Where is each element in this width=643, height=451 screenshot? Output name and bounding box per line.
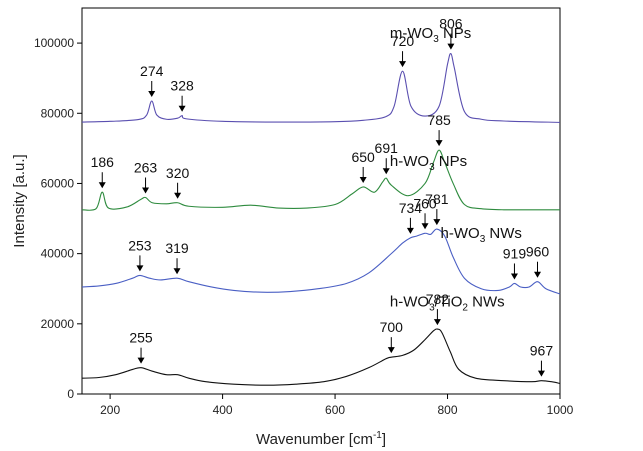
annotation-arrowhead bbox=[136, 265, 144, 272]
plot-frame bbox=[81, 7, 561, 395]
annotation-arrowhead bbox=[137, 357, 145, 364]
x-tick-label: 200 bbox=[100, 403, 120, 417]
annotation-arrowhead bbox=[534, 271, 542, 278]
peak-label: 186 bbox=[91, 154, 115, 170]
annotation-arrowhead bbox=[174, 192, 182, 199]
series-0: m-WO3 NPs 274 328 720 806 bbox=[81, 16, 561, 123]
peak-label: 785 bbox=[427, 112, 451, 128]
peak-label: 760 bbox=[413, 195, 437, 211]
peak-label: 806 bbox=[439, 16, 463, 32]
y-tick-label: 100000 bbox=[34, 36, 74, 50]
peak-label: 319 bbox=[165, 240, 189, 256]
peak-label: 967 bbox=[530, 343, 554, 359]
annotation-arrowhead bbox=[142, 187, 150, 194]
y-tick-label: 0 bbox=[67, 387, 74, 401]
peak-label: 960 bbox=[526, 244, 550, 260]
peak-label: 691 bbox=[375, 140, 399, 156]
y-axis-title: Intensity [a.u.] bbox=[11, 154, 28, 247]
y-tick-label: 80000 bbox=[41, 106, 75, 120]
series-line bbox=[81, 328, 561, 386]
peak-label: 919 bbox=[503, 245, 527, 261]
series-3: h-WO3/TiO2 NWs 255 700 782 967 bbox=[81, 291, 561, 386]
annotation-arrowhead bbox=[359, 176, 367, 183]
x-tick-label: 800 bbox=[438, 403, 458, 417]
y-tick-label: 60000 bbox=[41, 176, 75, 190]
series-line bbox=[81, 52, 561, 123]
annotation-arrowhead bbox=[399, 61, 407, 68]
annotation-arrowhead bbox=[406, 227, 414, 234]
x-axis-title: Wavenumber [cm-1] bbox=[256, 430, 386, 448]
annotation-arrowhead bbox=[178, 105, 186, 112]
peak-label: 274 bbox=[140, 63, 164, 79]
annotation-arrowhead bbox=[510, 273, 518, 280]
annotation-arrowhead bbox=[433, 319, 441, 326]
annotation-arrowhead bbox=[447, 43, 455, 50]
series-label: m-WO3 NPs bbox=[390, 25, 471, 45]
peak-label: 650 bbox=[351, 149, 375, 165]
annotation-arrowhead bbox=[435, 140, 443, 147]
peak-label: 700 bbox=[380, 319, 404, 335]
annotation-arrowhead bbox=[173, 268, 181, 275]
peak-label: 720 bbox=[391, 33, 415, 49]
y-tick-label: 40000 bbox=[41, 247, 75, 261]
annotation-arrowhead bbox=[382, 168, 390, 175]
annotation-arrowhead bbox=[148, 90, 156, 97]
series-label: h-WO3/TiO2 NWs bbox=[390, 293, 505, 313]
peak-label: 263 bbox=[134, 159, 158, 175]
annotation-arrowhead bbox=[387, 347, 395, 354]
peak-label: 782 bbox=[426, 291, 450, 307]
y-tick-label: 20000 bbox=[41, 317, 75, 331]
series-label: h-WO3 NWs bbox=[441, 225, 522, 245]
peak-label: 781 bbox=[425, 191, 449, 207]
peak-label: 255 bbox=[129, 330, 153, 346]
peak-label: 253 bbox=[128, 237, 152, 253]
x-tick-label: 400 bbox=[213, 403, 233, 417]
annotation-arrowhead bbox=[98, 182, 106, 189]
x-tick-label: 1000 bbox=[547, 403, 574, 417]
annotation-arrowhead bbox=[421, 223, 429, 230]
series-line bbox=[81, 149, 561, 211]
series-label: h-WO3 NPs bbox=[390, 153, 467, 173]
annotation-arrowhead bbox=[537, 370, 545, 377]
peak-label: 328 bbox=[170, 78, 194, 94]
peak-label: 320 bbox=[166, 165, 190, 181]
annotation-arrowhead bbox=[433, 219, 441, 226]
x-tick-label: 600 bbox=[325, 403, 345, 417]
peak-label: 734 bbox=[399, 200, 423, 216]
series-line bbox=[81, 228, 561, 295]
